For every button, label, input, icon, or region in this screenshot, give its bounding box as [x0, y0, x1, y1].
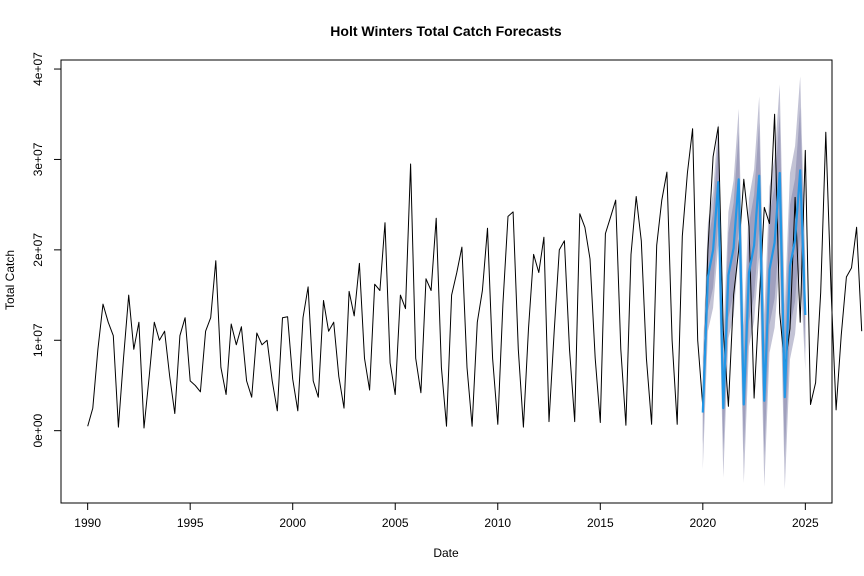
x-tick-label: 2025 — [792, 516, 819, 530]
y-tick-label: 2e+07 — [31, 233, 45, 267]
y-axis-label: Total Catch — [3, 250, 17, 310]
series-lines — [87, 113, 863, 429]
x-tick-label: 2010 — [484, 516, 511, 530]
observed-line — [87, 113, 863, 429]
y-tick-label: 1e+07 — [31, 323, 45, 357]
x-tick-label: 1990 — [74, 516, 101, 530]
chart-title: Holt Winters Total Catch Forecasts — [330, 23, 562, 39]
x-tick-label: 2000 — [279, 516, 306, 530]
x-tick-label: 2005 — [382, 516, 409, 530]
x-axis-label: Date — [433, 546, 459, 560]
x-axis: 1990 1995 2000 2005 2010 2015 2020 2025 — [74, 502, 819, 530]
y-axis: 0e+00 1e+07 2e+07 3e+07 4e+07 — [31, 52, 62, 448]
x-tick-label: 2015 — [587, 516, 614, 530]
y-tick-label: 4e+07 — [31, 52, 45, 86]
x-tick-label: 2020 — [689, 516, 716, 530]
plot-frame — [60, 59, 833, 504]
y-tick-label: 0e+00 — [31, 413, 45, 447]
x-tick-label: 1995 — [177, 516, 204, 530]
y-tick-label: 3e+07 — [31, 142, 45, 176]
forecast-line — [701, 169, 807, 413]
